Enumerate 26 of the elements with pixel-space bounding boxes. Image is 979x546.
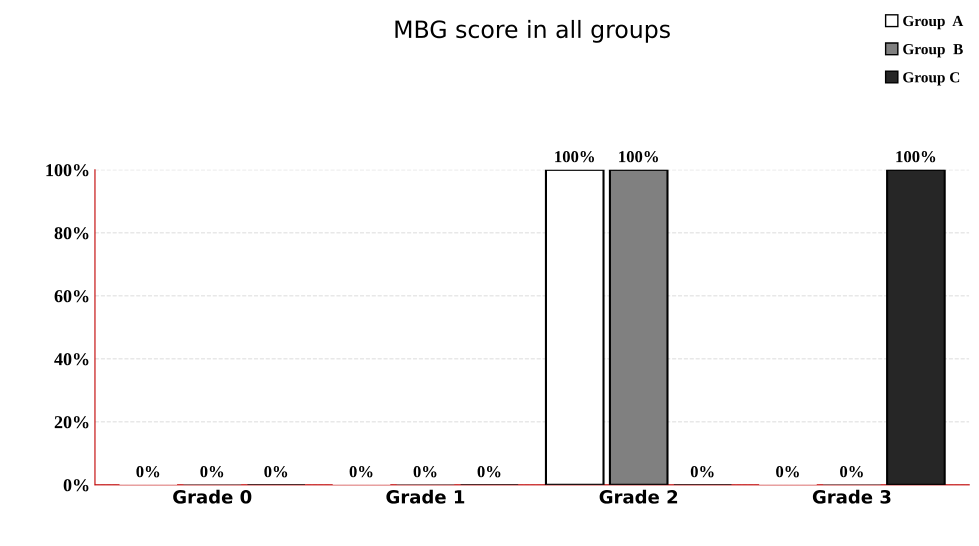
- y-tick-label: 0%: [64, 479, 88, 492]
- y-tick-label: 100%: [46, 164, 88, 176]
- x-tick-label: Grade 3: [812, 490, 890, 504]
- data-label: 0%: [350, 466, 372, 478]
- data-label: 0%: [690, 466, 714, 478]
- chart-title: MBG score in all groups: [395, 20, 670, 43]
- legend-label: Group B: [903, 44, 963, 58]
- legend-label: Group C: [903, 72, 960, 86]
- legend-label: Group A: [903, 16, 964, 30]
- y-tick-label: 40%: [54, 353, 88, 366]
- data-label: 0%: [840, 466, 863, 478]
- data-label: 0%: [478, 466, 500, 478]
- data-label: 100%: [896, 151, 936, 162]
- y-tick-label: 60%: [54, 290, 88, 302]
- data-label: 100%: [619, 151, 658, 162]
- data-label: 0%: [414, 466, 436, 478]
- x-tick-label: Grade 1: [386, 490, 464, 504]
- x-tick-label: Grade 0: [173, 490, 252, 504]
- data-label: 100%: [555, 151, 594, 162]
- y-tick-label: 20%: [54, 416, 88, 428]
- data-label: 0%: [264, 466, 288, 478]
- data-label: 0%: [200, 466, 224, 478]
- y-tick-label: 80%: [54, 227, 88, 240]
- x-tick-label: Grade 2: [600, 490, 678, 504]
- data-label: 0%: [136, 466, 160, 478]
- data-label: 0%: [776, 466, 799, 478]
